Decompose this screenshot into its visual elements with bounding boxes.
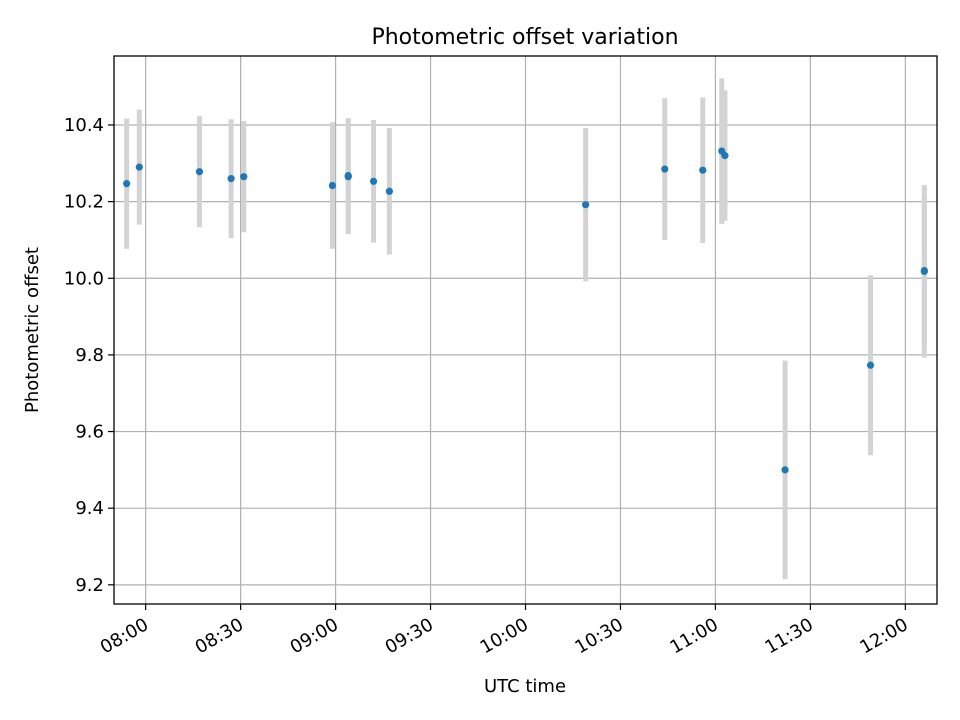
x-tick-label: 09:30 <box>382 614 437 658</box>
data-point <box>920 267 928 275</box>
x-tick-label: 08:00 <box>97 614 152 658</box>
y-tick-label: 9.4 <box>75 498 104 519</box>
x-tick-label: 10:30 <box>572 614 627 658</box>
y-tick-label: 10.0 <box>64 268 104 289</box>
y-tick-label: 9.6 <box>75 422 104 443</box>
x-tick-label: 10:00 <box>477 614 532 658</box>
y-tick-label: 9.2 <box>75 575 104 596</box>
data-point <box>135 163 143 171</box>
x-axis: 08:00 08:30 09:00 09:30 10:00 10:30 11:00 11:30… <box>97 604 912 658</box>
x-axis-label: UTC time <box>484 676 566 697</box>
data-point <box>195 168 204 176</box>
chart-title: Photometric offset variation <box>371 25 678 50</box>
data-point <box>781 466 789 474</box>
data-point <box>582 201 590 209</box>
y-axis-label: Photometric offset <box>22 247 43 413</box>
data-point <box>369 177 378 185</box>
data-point <box>344 171 352 180</box>
data-point <box>328 181 337 190</box>
x-tick-label: 11:30 <box>761 614 816 658</box>
y-tick-label: 9.8 <box>75 345 104 366</box>
y-axis: 9.2 9.4 9.6 9.8 10.0 10.2 10.4 <box>64 115 114 596</box>
data-point <box>385 187 393 195</box>
x-tick-label: 11:00 <box>666 614 721 658</box>
data-points <box>123 147 928 474</box>
x-tick-label: 12:00 <box>856 614 911 658</box>
data-point <box>661 165 669 173</box>
y-tick-label: 10.2 <box>64 192 104 213</box>
x-tick-label: 08:30 <box>192 614 247 658</box>
data-point <box>227 175 235 183</box>
data-point <box>866 361 875 369</box>
x-tick-label: 09:00 <box>287 614 342 658</box>
grid <box>114 56 937 604</box>
data-point <box>240 173 248 181</box>
y-tick-label: 10.4 <box>64 115 104 136</box>
data-point <box>123 180 131 188</box>
data-point <box>699 166 707 174</box>
data-point <box>721 152 729 160</box>
